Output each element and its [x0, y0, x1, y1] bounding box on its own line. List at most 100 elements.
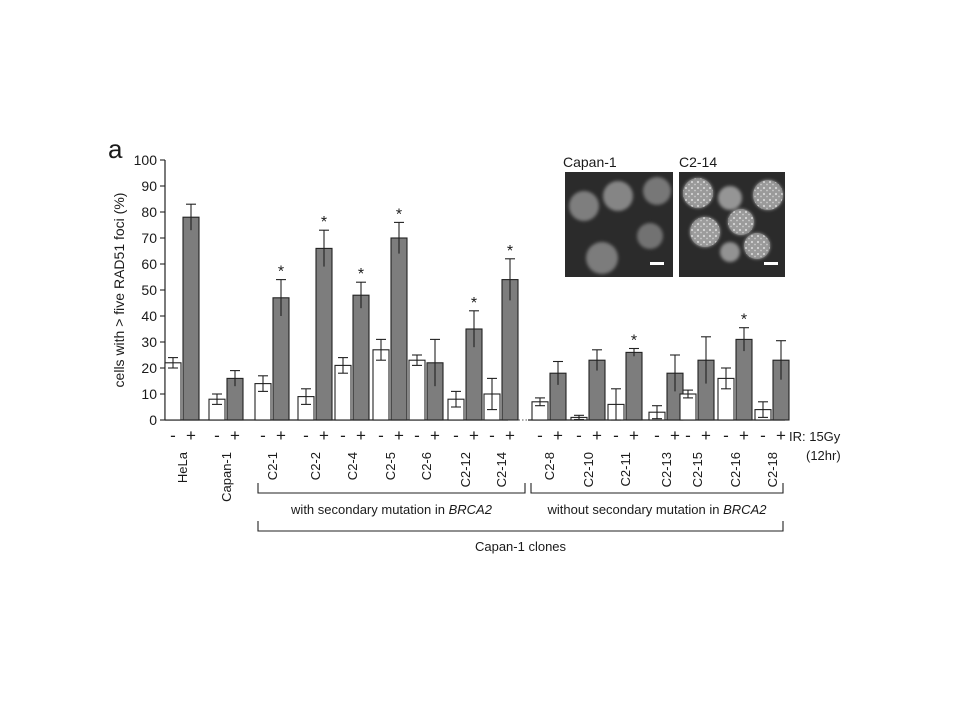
- category-label: C2-10: [581, 452, 596, 487]
- significance-star: *: [631, 333, 637, 350]
- supergroup-label: Capan-1 clones: [475, 539, 567, 554]
- ir-minus-label: -: [170, 426, 176, 445]
- significance-star: *: [507, 243, 513, 260]
- ir-plus-label: +: [319, 426, 329, 445]
- ir-plus-label: +: [739, 426, 749, 445]
- group-brackets: with secondary mutation in BRCA2 without …: [257, 483, 784, 554]
- ir-plus-label: +: [670, 426, 680, 445]
- ir-minus-label: -: [260, 426, 266, 445]
- inset-label-c2-14: C2-14: [679, 154, 717, 170]
- group-label-text: without secondary mutation in: [547, 502, 724, 517]
- ir-plus-label: +: [430, 426, 440, 445]
- bars: * * * * * * * *: [164, 203, 790, 421]
- y-tick-label: 70: [141, 230, 157, 246]
- ir-plus-label: +: [394, 426, 404, 445]
- ir-plus-label: +: [505, 426, 515, 445]
- ir-minus-label: -: [576, 426, 582, 445]
- y-tick-label: 50: [141, 282, 157, 298]
- significance-star: *: [471, 295, 477, 312]
- group-label-text: with secondary mutation in: [290, 502, 449, 517]
- category-label: C2-2: [308, 452, 323, 480]
- bar-plus-ir: [315, 247, 333, 421]
- ir-plus-label: +: [276, 426, 286, 445]
- bar-plus-ir: [625, 351, 643, 421]
- bracket-capan1-clones: [257, 521, 784, 532]
- category-label: C2-5: [383, 452, 398, 480]
- ir-plus-label: +: [701, 426, 711, 445]
- y-tick-label: 80: [141, 204, 157, 220]
- bar-minus-ir: [408, 359, 426, 421]
- ir-note-time: (12hr): [806, 448, 841, 463]
- category-label: HeLa: [175, 451, 190, 483]
- significance-star: *: [321, 214, 327, 231]
- inset-label-capan1: Capan-1: [563, 154, 617, 170]
- ir-minus-label: -: [723, 426, 729, 445]
- ir-plus-label: +: [776, 426, 786, 445]
- y-tick-label: 0: [149, 412, 157, 428]
- ir-plus-label: +: [592, 426, 602, 445]
- ir-minus-label: -: [214, 426, 220, 445]
- category-label: C2-4: [345, 452, 360, 480]
- category-label: C2-14: [494, 452, 509, 487]
- group-label-with-secondary: with secondary mutation in BRCA2: [290, 502, 493, 517]
- panel-letter: a: [108, 134, 123, 164]
- y-tick-label: 60: [141, 256, 157, 272]
- y-tick-label: 100: [134, 152, 158, 168]
- y-tick-label: 30: [141, 334, 157, 350]
- inset-image-capan1: [565, 172, 673, 277]
- group-label-gene: BRCA2: [723, 502, 767, 517]
- category-label: C2-1: [265, 452, 280, 480]
- bracket-without-secondary: [530, 483, 784, 494]
- y-axis-label: cells with > five RAD51 foci (%): [111, 193, 127, 388]
- category-label: C2-6: [419, 452, 434, 480]
- significance-star: *: [741, 312, 747, 329]
- category-label: C2-15: [690, 452, 705, 487]
- ir-plus-label: +: [356, 426, 366, 445]
- ir-note: IR: 15Gy: [789, 429, 841, 444]
- ir-minus-label: -: [685, 426, 691, 445]
- y-tick-label: 40: [141, 308, 157, 324]
- ir-plus-label: +: [186, 426, 196, 445]
- bracket-with-secondary: [257, 483, 526, 494]
- category-label: Capan-1: [219, 452, 234, 502]
- bar-plus-ir: [352, 294, 370, 421]
- category-label: C2-18: [765, 452, 780, 487]
- significance-star: *: [278, 264, 284, 281]
- y-tick-label: 20: [141, 360, 157, 376]
- ir-minus-label: -: [340, 426, 346, 445]
- y-tick-label: 90: [141, 178, 157, 194]
- category-label: C2-11: [618, 452, 633, 486]
- bar-minus-ir: [164, 362, 182, 421]
- ir-plus-label: +: [553, 426, 563, 445]
- scale-bar: [650, 262, 664, 265]
- ir-minus-label: -: [654, 426, 660, 445]
- x-labels: - +HeLa- +Capan-1- +C2-1- +C2-2- +C2-4- +C2-5-…: [170, 426, 841, 502]
- inset-image-c2-14: [679, 172, 785, 277]
- bar-plus-ir: [390, 237, 408, 421]
- ir-plus-label: +: [469, 426, 479, 445]
- ir-minus-label: -: [489, 426, 495, 445]
- y-tick-label: 10: [141, 386, 157, 402]
- group-label-gene: BRCA2: [449, 502, 493, 517]
- ir-plus-label: +: [629, 426, 639, 445]
- bar-plus-ir: [501, 279, 519, 421]
- group-label-without-secondary: without secondary mutation in BRCA2: [547, 502, 768, 517]
- ir-minus-label: -: [537, 426, 543, 445]
- ir-minus-label: -: [414, 426, 420, 445]
- significance-star: *: [396, 206, 402, 223]
- category-label: C2-8: [542, 452, 557, 480]
- bar-plus-ir: [182, 216, 200, 421]
- ir-minus-label: -: [303, 426, 309, 445]
- significance-star: *: [358, 266, 364, 283]
- category-label: C2-12: [458, 452, 473, 487]
- ir-minus-label: -: [613, 426, 619, 445]
- ir-minus-label: -: [453, 426, 459, 445]
- ir-minus-label: -: [378, 426, 384, 445]
- ir-plus-label: +: [230, 426, 240, 445]
- bar-plus-ir: [272, 297, 290, 421]
- scale-bar: [764, 262, 778, 265]
- category-label: C2-16: [728, 452, 743, 487]
- bar-plus-ir: [735, 338, 753, 421]
- ir-minus-label: -: [760, 426, 766, 445]
